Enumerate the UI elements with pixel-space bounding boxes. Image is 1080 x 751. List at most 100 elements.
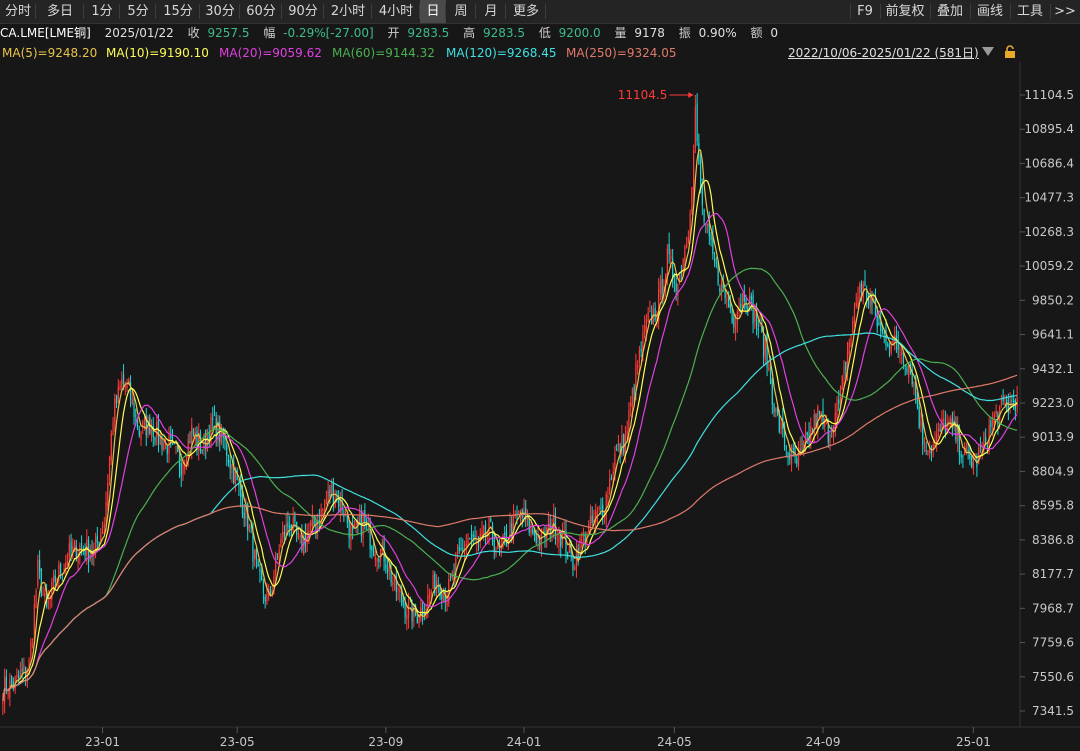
candle-body (853, 306, 856, 324)
candle-body (80, 543, 83, 546)
tool-button-1[interactable]: 前复权 (885, 4, 925, 19)
candle-body (145, 416, 147, 436)
x-tick-label: 25-01 (956, 735, 991, 749)
candle-body (892, 339, 894, 344)
candle-body (687, 237, 689, 243)
ma5-line (2, 149, 1018, 701)
candle-body (794, 446, 796, 457)
candle-body (605, 494, 607, 520)
low-value: 9200.0 (558, 26, 601, 40)
candle-body (180, 463, 182, 477)
candle-body (939, 429, 941, 432)
candle-body (523, 509, 525, 513)
candle-body (474, 535, 476, 540)
candle-body (540, 531, 543, 550)
period-tab-3[interactable]: 5分 (127, 4, 149, 19)
candle-body (1011, 399, 1013, 401)
candle-body (119, 385, 121, 391)
candle-body (771, 379, 773, 405)
candle-body (673, 281, 675, 284)
candle-body (880, 321, 882, 332)
period-tab-11[interactable]: 周 (454, 4, 468, 19)
candle-body (296, 521, 298, 535)
period-tab-1[interactable]: 多日 (46, 4, 73, 19)
candle-body (720, 281, 723, 293)
period-tab-2[interactable]: 1分 (91, 4, 113, 19)
candle-body (979, 444, 982, 448)
candle-body (965, 447, 968, 452)
candle-body (626, 430, 628, 435)
candle-body (642, 332, 644, 354)
candle-body (44, 592, 46, 597)
candle-body (906, 367, 908, 373)
period-tab-9[interactable]: 4小时 (378, 4, 414, 19)
period-tab-4[interactable]: 15分 (163, 4, 193, 19)
period-tab-10[interactable]: 日 (420, 0, 446, 23)
chevron-down-icon[interactable] (982, 47, 994, 56)
candle-body (936, 433, 938, 446)
candle-body (943, 418, 945, 422)
low-label: 低 (538, 26, 551, 40)
candle-body (792, 448, 794, 450)
lock-icon[interactable] (1003, 45, 1017, 59)
candle-body (960, 454, 962, 458)
candle-body (790, 446, 793, 464)
candle-body (339, 496, 341, 512)
candle-body (890, 345, 892, 354)
tool-button-5[interactable]: >> (1054, 4, 1076, 19)
candle-body (294, 515, 296, 522)
candle-body (860, 282, 863, 293)
candle-body (343, 514, 345, 517)
candle-body (743, 291, 745, 302)
candle-body (748, 296, 751, 311)
candle-body (84, 549, 86, 556)
candle-body (964, 447, 966, 455)
period-tab-13[interactable]: 更多 (512, 4, 539, 19)
candle-body (346, 514, 348, 524)
tool-button-3[interactable]: 画线 (976, 4, 1003, 19)
candle-body (699, 159, 702, 190)
candle-body (98, 541, 100, 546)
candle-body (385, 564, 387, 569)
candle-body (2, 700, 4, 704)
period-tab-6[interactable]: 60分 (246, 4, 276, 19)
candle-body (1004, 403, 1006, 405)
candle-body (58, 564, 60, 577)
toolbar-divider (199, 4, 200, 19)
candle-body (644, 325, 646, 333)
candle-body (866, 290, 868, 300)
toolbar-divider (239, 4, 240, 19)
candle-body (297, 532, 300, 539)
period-tab-8[interactable]: 2小时 (330, 4, 366, 19)
ma10-line (2, 179, 1018, 701)
tool-button-2[interactable]: 叠加 (936, 4, 963, 19)
candle-body (495, 549, 497, 555)
candle-body (556, 538, 558, 540)
candle-body (332, 483, 334, 503)
period-tab-5[interactable]: 30分 (205, 4, 235, 19)
period-tab-7[interactable]: 90分 (288, 4, 318, 19)
candle-body (94, 538, 97, 554)
period-tab-0[interactable]: 分时 (4, 4, 31, 19)
candle-body (682, 259, 684, 272)
candle-body (352, 524, 354, 530)
candle-body (364, 510, 366, 523)
candle-body (595, 511, 597, 523)
candle-body (66, 562, 69, 566)
candle-body (740, 303, 742, 308)
candle-body (586, 536, 588, 544)
candle-body (114, 398, 116, 423)
tool-button-4[interactable]: 工具 (1016, 4, 1043, 19)
date-range-selector[interactable]: 2022/10/06-2025/01/22 (581日) (788, 46, 979, 60)
y-tick-label: 8804.9 (1032, 464, 1074, 478)
candle-body (278, 549, 280, 559)
candle-body (393, 574, 396, 581)
candle-body (852, 321, 854, 333)
tool-button-0[interactable]: F9 (857, 4, 873, 19)
y-tick-label: 9432.1 (1032, 362, 1074, 376)
candle-body (54, 575, 56, 582)
candle-body (100, 534, 102, 544)
period-tab-12[interactable]: 月 (484, 4, 498, 19)
candle-body (322, 508, 324, 511)
candle-body (766, 333, 768, 368)
